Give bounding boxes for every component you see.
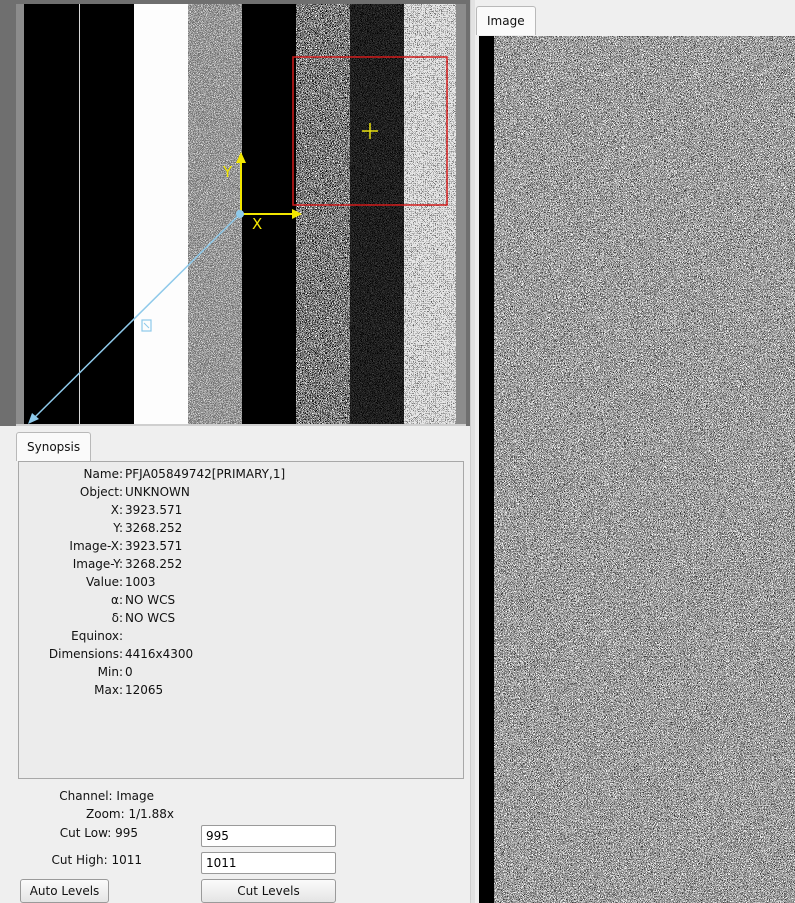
info-row: X: 3923.571: [19, 501, 459, 519]
cut-low-label: Cut Low: 995: [59, 826, 138, 840]
image-tabbar: Image: [476, 4, 795, 35]
cut-low-input[interactable]: [201, 825, 336, 847]
info-row: Min: 0: [19, 663, 459, 681]
stripe-light-grain: [404, 4, 456, 426]
compass-x-arrowhead: [292, 209, 302, 219]
synopsis-info-panel: Name: PFJA05849742[PRIMARY,1] Object: UNKNO…: [18, 461, 464, 779]
info-key: Max:: [94, 683, 123, 697]
tab-image[interactable]: Image: [476, 6, 536, 35]
info-key: α:: [111, 593, 123, 607]
wcs-label-box: [141, 319, 152, 332]
pan-bottom-edge: [16, 424, 466, 426]
info-row: Dimensions: 4416x4300: [19, 645, 459, 663]
info-value: 3923.571: [125, 503, 183, 517]
compass-y-arrowhead: [236, 152, 246, 163]
info-value: 3268.252: [125, 521, 183, 535]
pan-border-left: [16, 4, 24, 426]
pan-canvas[interactable]: X Y: [0, 0, 470, 426]
info-row: Name: PFJA05849742[PRIMARY,1]: [19, 465, 459, 483]
info-key: Object:: [79, 485, 123, 499]
info-row: Image-X: 3923.571: [19, 537, 459, 555]
info-key: Image-X:: [69, 539, 123, 553]
info-key: Value:: [86, 575, 123, 589]
info-value: 4416x4300: [125, 647, 194, 661]
compass-y-label: Y: [222, 163, 233, 181]
info-value: NO WCS: [125, 611, 176, 625]
info-row: Equinox:: [19, 627, 459, 645]
auto-levels-button[interactable]: Auto Levels: [20, 879, 109, 903]
panel-splitter[interactable]: [470, 0, 475, 903]
info-row: Max: 12065: [19, 681, 459, 699]
channel-label: Channel: Image: [59, 789, 154, 803]
image-noise-layer-2: [494, 36, 795, 903]
info-value: 0: [125, 665, 133, 679]
info-value: 3268.252: [125, 557, 183, 571]
pan-rectangle[interactable]: [292, 56, 448, 206]
stripe-white-grain: [188, 4, 242, 426]
stripe-noise-1: [296, 4, 350, 426]
info-row: α: NO WCS: [19, 591, 459, 609]
info-row: Y: 3268.252: [19, 519, 459, 537]
info-value: 12065: [125, 683, 164, 697]
info-key: X:: [110, 503, 123, 517]
image-viewer[interactable]: [479, 36, 795, 903]
stripe-dark-3-grain: [350, 4, 404, 426]
info-value: PFJA05849742[PRIMARY,1]: [125, 467, 286, 481]
wcs-arrow-line: [31, 213, 241, 421]
cut-high-input[interactable]: [201, 852, 336, 874]
info-key: Image-Y:: [72, 557, 123, 571]
cut-levels-button[interactable]: Cut Levels: [201, 879, 336, 903]
stripe-line: [79, 4, 80, 426]
info-key: Equinox:: [71, 629, 123, 643]
info-key: Y:: [113, 521, 123, 535]
compass-x-label: X: [252, 215, 262, 233]
info-row: Object: UNKNOWN: [19, 483, 459, 501]
info-row: Value: 1003: [19, 573, 459, 591]
info-value: 3923.571: [125, 539, 183, 553]
info-value: UNKNOWN: [125, 485, 190, 499]
info-key: Min:: [97, 665, 123, 679]
info-key: Name:: [83, 467, 123, 481]
info-key: δ:: [111, 611, 123, 625]
cut-high-label: Cut High: 1011: [51, 853, 142, 867]
zoom-label: Zoom: 1/1.88x: [86, 807, 174, 821]
info-row: Image-Y: 3268.252: [19, 555, 459, 573]
image-canvas[interactable]: [494, 36, 795, 903]
pan-view[interactable]: X Y: [0, 0, 470, 426]
wcs-arrowhead: [28, 413, 39, 424]
wcs-label-mark: [143, 322, 150, 329]
pan-border-right: [456, 4, 466, 426]
tab-synopsis[interactable]: Synopsis: [16, 432, 92, 461]
info-key: Dimensions:: [48, 647, 123, 661]
info-row: δ: NO WCS: [19, 609, 459, 627]
synopsis-tabbar: Synopsis: [16, 430, 468, 461]
info-value: 1003: [125, 575, 156, 589]
info-value: NO WCS: [125, 593, 176, 607]
